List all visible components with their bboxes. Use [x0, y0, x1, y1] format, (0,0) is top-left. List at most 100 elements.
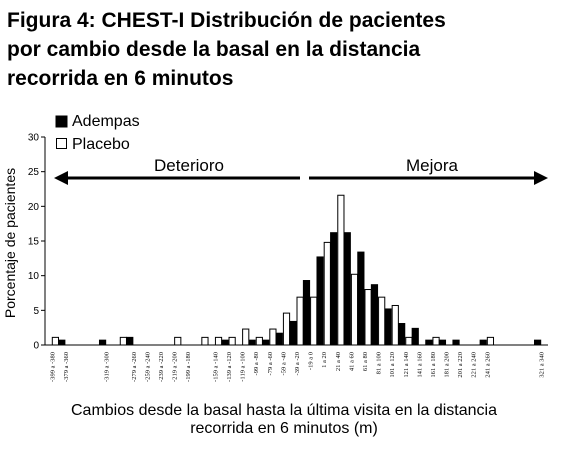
x-tick-label-5: -239 a -220 [158, 352, 165, 382]
x-tick-label-28: 241 a 260 [484, 352, 491, 378]
y-tick-label-20: 20 [28, 202, 40, 213]
legend-label-placebo: Placebo [72, 136, 130, 153]
bar-adempas-19 [302, 280, 311, 346]
x-tick-label-20: 81 a 100 [376, 352, 383, 374]
bar-placebo-11 [201, 336, 209, 346]
bar-placebo-32 [486, 336, 495, 346]
bar-placebo-25 [391, 304, 399, 346]
x-tick-label-17: 21 a 40 [335, 352, 342, 371]
x-tick-label-29: 321 a 340 [539, 352, 546, 378]
x-tick-label-23: 141 a 160 [416, 352, 423, 378]
bar-placebo-24 [378, 296, 386, 346]
bar-adempas-21 [330, 232, 338, 346]
figure-title: Figura 4: CHEST-I Distribución de pacien… [7, 6, 563, 93]
bar-placebo-19 [310, 296, 318, 346]
y-tick-label-10: 10 [28, 271, 40, 282]
bar-placebo-16 [269, 328, 277, 346]
bars-group [51, 194, 542, 346]
x-tick-label-14: -39 a -20 [294, 352, 301, 375]
bar-adempas-16 [262, 339, 270, 346]
x-tick-label-15: -19 a 0 [308, 352, 315, 370]
x-tick-label-26: 201 a 220 [457, 352, 464, 378]
x-tick-label-25: 181 a 200 [444, 352, 451, 378]
x-tick-label-4: -259 a -240 [144, 352, 151, 382]
x-tick-label-12: -79 a -60 [267, 352, 274, 375]
legend-swatch-placebo [56, 138, 67, 149]
y-tick-label-15: 15 [28, 237, 40, 248]
x-tick-label-24: 161 a 180 [430, 352, 437, 378]
x-ticks-group: -399 a -380 -379 a -360 -319 a -300 -279 a … [49, 352, 545, 382]
x-tick-label-11: -99 a -80 [253, 352, 260, 375]
bar-placebo-21 [337, 194, 345, 346]
bar-adempas-29 [438, 339, 447, 346]
bar-adempas-15 [248, 339, 256, 346]
deterioro-arrowhead [54, 171, 68, 185]
bar-placebo-15 [255, 336, 263, 346]
x-tick-label-8: -159 a -140 [212, 352, 219, 382]
bar-placebo-18 [296, 296, 304, 346]
x-tick-label-9: -139 a -120 [226, 352, 233, 382]
x-tick-label-21: 101 a 120 [389, 352, 396, 378]
bar-placebo-26 [405, 336, 413, 346]
bar-adempas-36 [534, 339, 542, 346]
bar-adempas-13 [221, 339, 229, 346]
bar-adempas-28 [425, 339, 433, 346]
bar-adempas-18 [289, 320, 297, 346]
bar-adempas-6 [126, 336, 134, 346]
y-tick-label-5: 5 [33, 306, 39, 317]
bar-placebo-9 [174, 336, 182, 346]
bar-adempas-22 [343, 232, 351, 346]
bar-placebo-23 [364, 289, 372, 346]
x-tick-label-2: -319 a -300 [104, 352, 111, 382]
bar-placebo-28 [432, 336, 440, 346]
x-tick-label-0: -399 a -380 [49, 352, 56, 382]
x-tick-label-7: -199 a -180 [185, 352, 192, 382]
x-tick-label-6: -219 a -200 [172, 352, 179, 382]
bar-adempas-20 [316, 256, 324, 346]
x-tick-label-27: 221 a 240 [471, 352, 478, 378]
x-axis-label: Cambios desde la basal hasta la última v… [10, 402, 558, 438]
bar-adempas-24 [370, 284, 379, 346]
direction-arrows: Deterioro Mejora [54, 154, 548, 185]
x-tick-label-10: -119 a -100 [240, 352, 247, 382]
x-axis-label-line-2: recorrida en 6 minutos (m) [190, 420, 378, 437]
bar-adempas-1 [58, 339, 66, 346]
mejora-arrowhead [534, 171, 548, 185]
figure-title-line-1: Figura 4: CHEST-I Distribución de pacien… [7, 9, 446, 32]
y-axis-label: Porcentaje de pacientes [2, 168, 18, 318]
bar-placebo-5 [119, 336, 127, 346]
bar-adempas-17 [275, 332, 283, 346]
y-tick-label-30: 30 [28, 133, 40, 144]
bar-placebo-17 [282, 312, 291, 346]
bar-placebo-0 [51, 336, 59, 346]
mejora-label: Mejora [406, 156, 459, 175]
y-ticks-group: 0 5 10 15 20 25 30 [28, 133, 45, 352]
legend: Adempas Placebo [55, 113, 140, 153]
x-tick-label-18: 41 a 60 [348, 352, 355, 371]
bar-placebo-13 [228, 336, 236, 346]
x-tick-label-22: 121 a 140 [403, 352, 410, 378]
x-tick-label-16: 1 a 20 [321, 352, 328, 368]
bar-adempas-25 [384, 308, 392, 346]
bar-adempas-4 [98, 339, 107, 346]
legend-label-adempas: Adempas [72, 113, 140, 130]
bar-adempas-32 [479, 339, 487, 346]
x-tick-label-1: -379 a -360 [63, 352, 70, 382]
bar-placebo-22 [350, 273, 359, 346]
figure-title-line-2: por cambio desde la basal en la distanci… [7, 38, 421, 61]
x-tick-label-13: -59 a -40 [280, 352, 287, 375]
y-tick-label-25: 25 [28, 167, 40, 178]
bar-placebo-20 [323, 241, 331, 346]
y-tick-label-0: 0 [33, 341, 39, 352]
bar-adempas-23 [357, 251, 365, 346]
bar-adempas-30 [452, 339, 460, 346]
x-tick-label-19: 61 a 80 [362, 352, 369, 371]
bar-adempas-26 [398, 323, 406, 346]
figure-title-line-3: recorrida en 6 minutos [7, 67, 234, 90]
bar-placebo-12 [214, 336, 223, 346]
bar-adempas-27 [411, 327, 419, 346]
deterioro-label: Deterioro [154, 156, 224, 175]
x-axis-label-line-1: Cambios desde la basal hasta la última v… [70, 402, 497, 419]
x-tick-label-3: -279 a -260 [131, 352, 138, 382]
